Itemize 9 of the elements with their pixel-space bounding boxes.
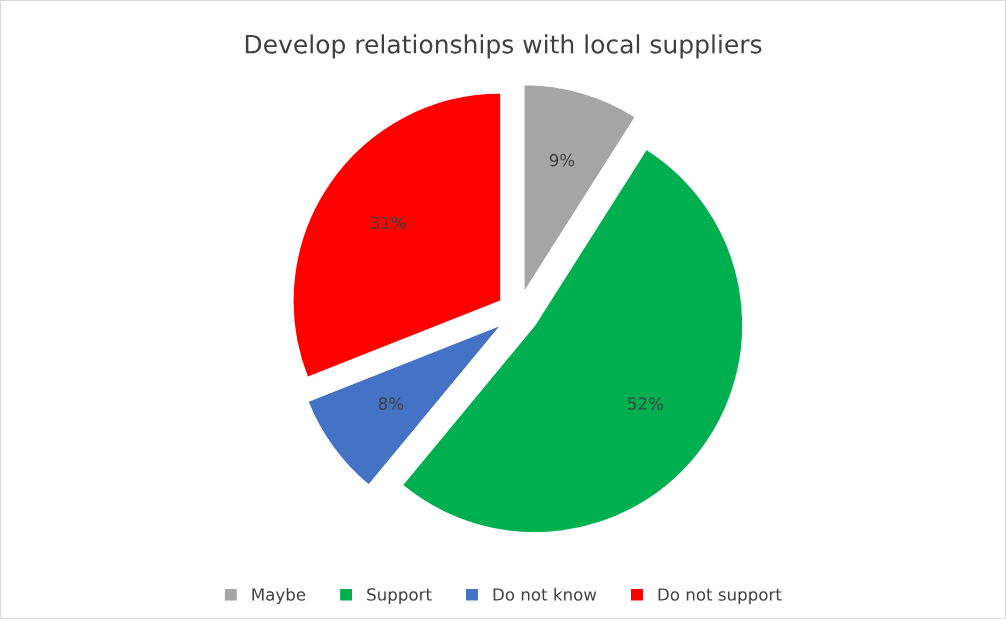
legend-label: Do not know bbox=[493, 587, 597, 601]
legend-label: Do not support bbox=[658, 588, 782, 604]
chart-title: Develop relationships with local suppliers bbox=[245, 34, 762, 59]
legend-label: Maybe bbox=[252, 587, 306, 604]
data-label: 9% bbox=[549, 153, 575, 167]
data-label: 8% bbox=[378, 397, 404, 410]
legend-label: Support bbox=[367, 588, 432, 604]
data-label: 31% bbox=[370, 216, 406, 230]
data-label: 52% bbox=[628, 397, 663, 410]
